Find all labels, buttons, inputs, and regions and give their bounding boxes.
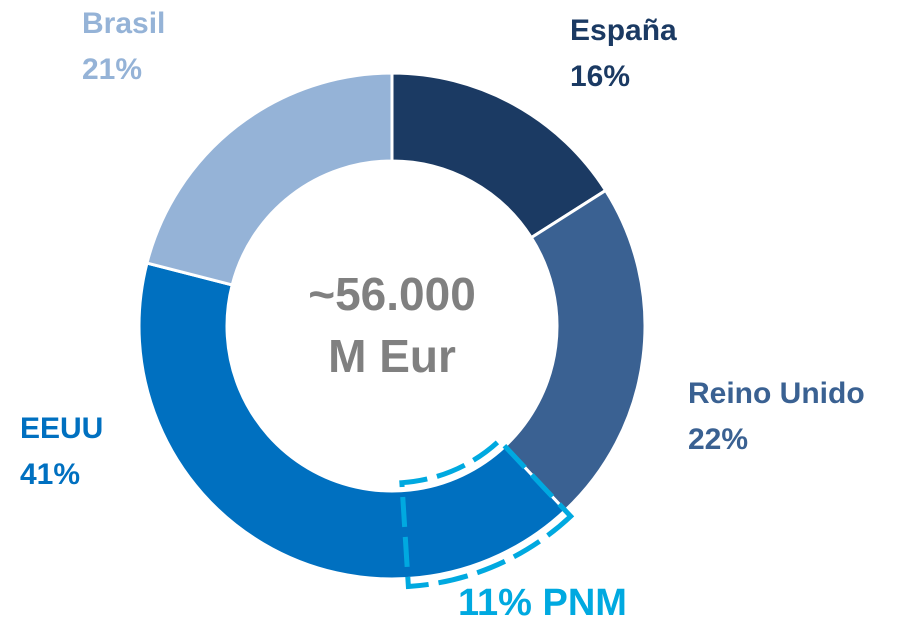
- value-label: 22%: [688, 423, 748, 456]
- slice-label: EEUU: [20, 412, 103, 445]
- value-label: 41%: [20, 458, 80, 491]
- value-label: 21%: [82, 53, 142, 86]
- slice: [137, 261, 568, 581]
- center-text: M Eur: [328, 330, 456, 382]
- slice: [145, 71, 394, 287]
- center-text: ~56.000: [308, 268, 476, 320]
- highlight-label: 11% PNM: [458, 582, 627, 624]
- value-label: 16%: [570, 60, 630, 93]
- highlight-outline: [399, 436, 575, 590]
- slice-label: Brasil: [82, 7, 165, 40]
- slice: [502, 188, 647, 513]
- slice-label: España: [570, 14, 677, 47]
- slice-label: Reino Unido: [688, 377, 865, 410]
